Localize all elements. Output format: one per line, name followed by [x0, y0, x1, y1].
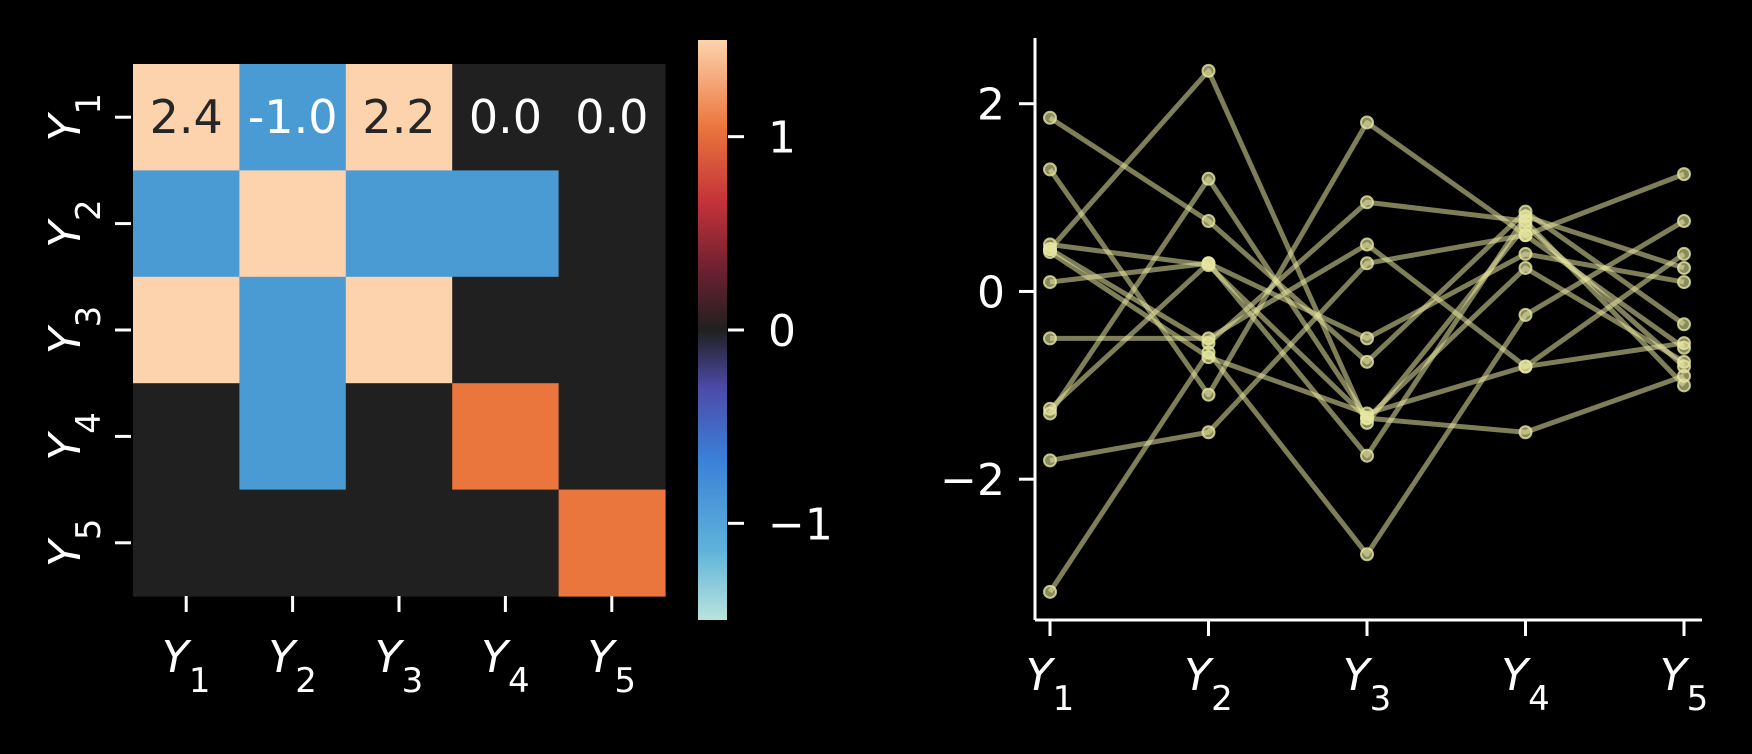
data-point [1201, 387, 1216, 402]
line-plot: 2 0 −2 Y1 Y2 Y3 Y4 Y5 [940, 38, 1708, 719]
heatmap-cell [133, 170, 240, 278]
x-tick-label: Y3 [1343, 650, 1392, 719]
heatmap-cell [558, 170, 666, 278]
heatmap-cell [452, 64, 560, 171]
heatmap-cell [345, 489, 453, 597]
x-tick-label: Y5 [588, 632, 637, 701]
heatmap-cell [558, 276, 666, 384]
heatmap-cell [239, 276, 347, 384]
colorbar-tick-label: 0 [768, 306, 796, 357]
y-tick-label: −2 [940, 455, 1005, 506]
x-tick-label: Y2 [1184, 650, 1233, 719]
data-point [1360, 195, 1374, 210]
data-point [1043, 162, 1057, 177]
data-point [1360, 237, 1374, 252]
heatmap-cell [452, 170, 560, 278]
data-point [1043, 331, 1057, 346]
data-point [1201, 214, 1216, 229]
data-point [1360, 115, 1374, 130]
data-point [1360, 411, 1374, 426]
data-point [1677, 260, 1691, 275]
heatmap-cell [239, 383, 347, 491]
cell-annotation: -1.0 [248, 90, 338, 144]
heatmap: 2.4 -1.0 2.2 0.0 0.0 Y1 Y2 Y3 Y4 Y5 Y1 Y2 Y3 Y4 Y5 [40, 64, 666, 701]
data-point [1360, 448, 1374, 463]
data-point [1201, 63, 1216, 78]
data-point [1360, 547, 1374, 562]
heatmap-cell [558, 383, 666, 491]
heatmap-cell [133, 276, 240, 384]
data-point [1043, 584, 1057, 599]
data-point [1677, 354, 1691, 369]
x-tick-label: Y1 [162, 632, 211, 701]
y-tick-label: Y5 [40, 519, 109, 568]
data-point [1518, 307, 1533, 322]
data-point [1518, 228, 1533, 243]
data-point [1043, 237, 1057, 252]
data-point [1677, 317, 1691, 332]
colorbar-tick-label: 1 [768, 113, 796, 164]
colorbar-tick-label: −1 [768, 499, 833, 550]
data-point [1043, 275, 1057, 290]
cell-annotation: 2.4 [150, 90, 223, 144]
data-point [1677, 368, 1691, 383]
colorbar-gradient [698, 40, 727, 620]
data-point [1677, 246, 1691, 261]
heatmap-cell [133, 64, 240, 171]
y-tick-label: Y3 [40, 306, 109, 355]
heatmap-cell [345, 276, 453, 384]
data-point [1201, 331, 1216, 346]
data-point [1201, 171, 1216, 186]
x-tick-label: Y4 [1501, 650, 1550, 719]
data-point [1677, 336, 1691, 351]
x-tick-label: Y4 [481, 632, 530, 701]
cell-annotation: 0.0 [575, 90, 648, 144]
data-point [1043, 110, 1057, 125]
data-point [1201, 350, 1216, 365]
heatmap-cell [133, 383, 240, 491]
heatmap-cell [239, 170, 347, 278]
x-tick-label: Y1 [1026, 650, 1075, 719]
data-point [1518, 260, 1533, 275]
y-tick-label: 0 [977, 267, 1005, 318]
heatmap-cell [452, 383, 560, 491]
y-tick-label: Y1 [40, 93, 109, 142]
data-point [1043, 406, 1057, 421]
heatmap-cell [558, 64, 666, 171]
data-point [1518, 425, 1533, 440]
cell-annotation: 2.2 [362, 90, 435, 144]
colorbar: 1 0 −1 [698, 40, 833, 620]
heatmap-cell [558, 489, 666, 597]
data-point [1518, 209, 1533, 224]
data-point [1201, 258, 1216, 273]
cell-annotation: 0.0 [469, 90, 542, 144]
y-tick-label: Y4 [40, 412, 109, 461]
data-point [1518, 359, 1533, 374]
heatmap-cell [239, 489, 347, 597]
heatmap-cell [345, 170, 453, 278]
heatmap-cell [239, 64, 347, 171]
data-point [1360, 331, 1374, 346]
heatmap-cell [452, 276, 560, 384]
x-tick-label: Y2 [268, 632, 317, 701]
data-point [1201, 425, 1216, 440]
data-point [1518, 246, 1533, 261]
data-point [1677, 167, 1691, 182]
heatmap-cell [133, 489, 240, 597]
data-point [1677, 214, 1691, 229]
x-tick-label: Y3 [375, 632, 424, 701]
y-tick-label: 2 [977, 80, 1005, 131]
data-point [1043, 453, 1057, 468]
data-point [1677, 275, 1691, 290]
series-line [1047, 176, 1686, 421]
x-tick-label: Y5 [1660, 650, 1709, 719]
heatmap-cell [345, 64, 453, 171]
heatmap-cell [452, 489, 560, 597]
data-point [1360, 256, 1374, 271]
y-tick-label: Y2 [40, 199, 109, 248]
heatmap-cell [345, 383, 453, 491]
data-point [1360, 354, 1374, 369]
